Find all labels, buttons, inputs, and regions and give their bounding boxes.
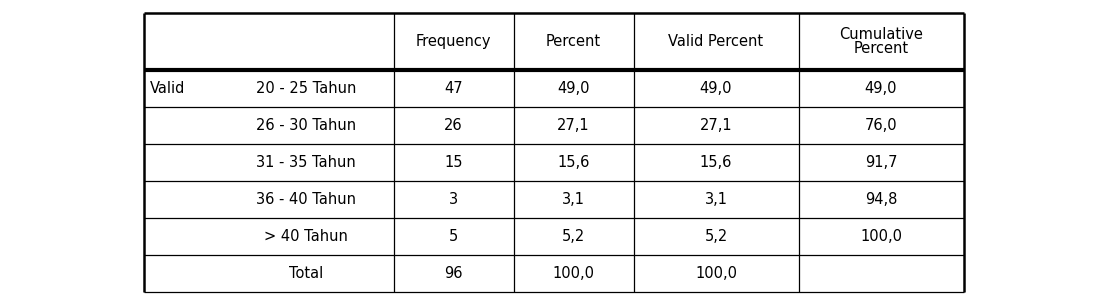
- Text: 31 - 35 Tahun: 31 - 35 Tahun: [256, 155, 355, 170]
- Text: 94,8: 94,8: [865, 192, 897, 207]
- Text: Valid Percent: Valid Percent: [669, 34, 764, 49]
- Text: 100,0: 100,0: [860, 229, 902, 244]
- Text: 27,1: 27,1: [557, 118, 590, 133]
- Text: 49,0: 49,0: [865, 81, 898, 96]
- Text: 91,7: 91,7: [865, 155, 898, 170]
- Text: 27,1: 27,1: [700, 118, 733, 133]
- Text: Cumulative: Cumulative: [839, 27, 923, 42]
- Text: 3,1: 3,1: [704, 192, 727, 207]
- Text: 3: 3: [449, 192, 458, 207]
- Text: 20 - 25 Tahun: 20 - 25 Tahun: [256, 81, 356, 96]
- Text: 3,1: 3,1: [562, 192, 584, 207]
- Text: 5,2: 5,2: [704, 229, 727, 244]
- Text: 49,0: 49,0: [700, 81, 732, 96]
- Text: 100,0: 100,0: [695, 266, 737, 281]
- Text: Percent: Percent: [546, 34, 601, 49]
- Text: 47: 47: [444, 81, 463, 96]
- Text: Frequency: Frequency: [416, 34, 492, 49]
- Text: 5: 5: [448, 229, 458, 244]
- Text: 15,6: 15,6: [700, 155, 732, 170]
- Text: 26: 26: [444, 118, 463, 133]
- Text: 15,6: 15,6: [557, 155, 590, 170]
- Text: 15: 15: [444, 155, 463, 170]
- Text: Percent: Percent: [853, 41, 909, 56]
- Text: 5,2: 5,2: [562, 229, 586, 244]
- Text: 49,0: 49,0: [557, 81, 590, 96]
- Text: 76,0: 76,0: [865, 118, 898, 133]
- Text: 100,0: 100,0: [552, 266, 594, 281]
- Text: Total: Total: [289, 266, 323, 281]
- Text: > 40 Tahun: > 40 Tahun: [265, 229, 348, 244]
- Text: 96: 96: [444, 266, 463, 281]
- Text: Valid: Valid: [149, 81, 185, 96]
- Text: 36 - 40 Tahun: 36 - 40 Tahun: [256, 192, 356, 207]
- Text: 26 - 30 Tahun: 26 - 30 Tahun: [256, 118, 356, 133]
